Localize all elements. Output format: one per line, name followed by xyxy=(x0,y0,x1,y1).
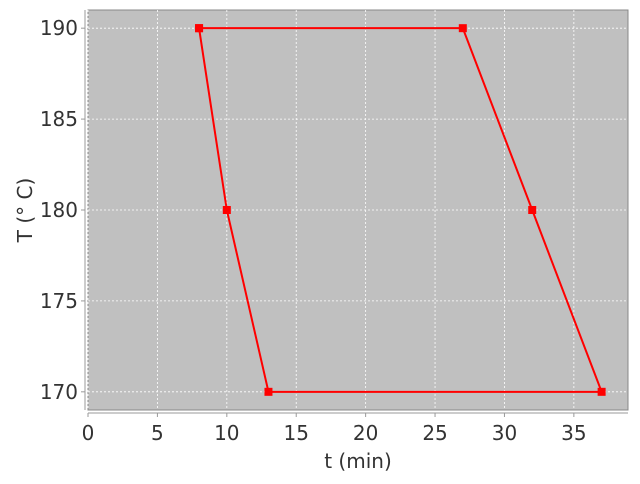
y-tick-label: 190 xyxy=(40,16,78,40)
y-tick-label: 175 xyxy=(40,289,78,313)
x-tick-label: 15 xyxy=(283,421,308,445)
data-point xyxy=(222,206,231,214)
data-point xyxy=(264,387,273,396)
x-tick-label: 30 xyxy=(492,421,517,445)
x-tick-label: 5 xyxy=(151,421,164,445)
y-tick-label: 170 xyxy=(40,380,78,404)
y-tick-label: 180 xyxy=(40,198,78,222)
data-point xyxy=(195,24,204,33)
x-tick-label: 0 xyxy=(82,421,95,445)
x-tick-label: 10 xyxy=(214,421,239,445)
data-point xyxy=(528,206,537,214)
data-point xyxy=(597,387,606,396)
x-tick-label: 25 xyxy=(422,421,447,445)
series xyxy=(195,24,606,396)
y-axis-label: T (° C) xyxy=(13,178,37,244)
data-point xyxy=(458,24,467,33)
axes: 0 5 10 15 20 25 30 35 170 175 180 185 190 xyxy=(40,10,628,445)
x-axis-label: t (min) xyxy=(324,449,392,473)
x-tick-label: 20 xyxy=(353,421,378,445)
y-tick-label: 185 xyxy=(40,107,78,131)
x-tick-label: 35 xyxy=(561,421,586,445)
